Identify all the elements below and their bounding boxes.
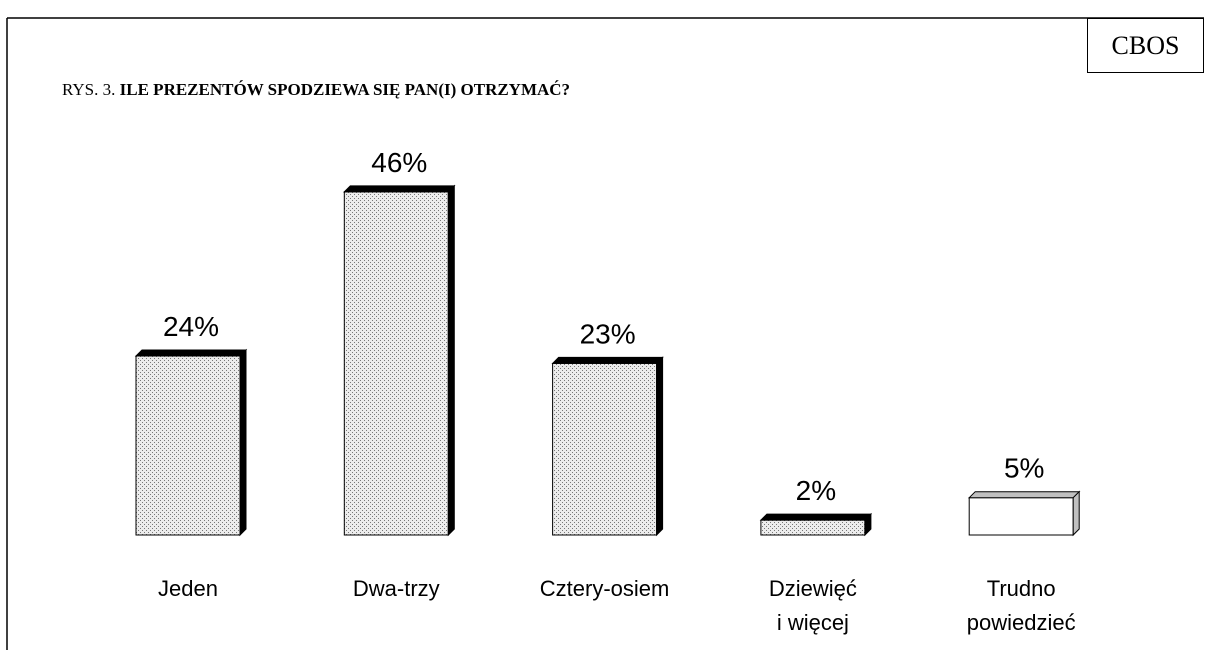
- category-label: Cztery-osiem: [539, 576, 670, 601]
- bar: [552, 362, 658, 536]
- value-label: 24%: [163, 311, 219, 342]
- value-label: 5%: [1004, 453, 1044, 484]
- bar-side: [1072, 490, 1080, 537]
- bar-top: [967, 491, 1081, 499]
- bar-side: [239, 348, 247, 537]
- bar-side: [656, 356, 664, 537]
- bar: [968, 497, 1074, 536]
- bar-top: [343, 185, 456, 193]
- bar-side: [447, 184, 455, 537]
- bar-side: [864, 512, 872, 537]
- bar-top: [551, 356, 664, 364]
- bar: [135, 355, 241, 536]
- chart-heading: RYS. 3. ILE PREZENTÓW SPODZIEWA SIĘ PAN(…: [62, 80, 570, 100]
- bar-top: [759, 513, 873, 521]
- bar: [343, 191, 449, 536]
- category-label: Jeden: [158, 576, 218, 601]
- bar-top: [134, 349, 248, 357]
- value-label: 23%: [580, 318, 636, 349]
- category-label: Trudno powiedzieć: [966, 576, 1076, 635]
- source-box: CBOS: [1087, 18, 1204, 73]
- chart-title: ILE PREZENTÓW SPODZIEWA SIĘ PAN(I) OTRZY…: [119, 80, 571, 99]
- value-label: 46%: [371, 147, 427, 178]
- category-label: Dziewięć i więcej: [768, 576, 857, 635]
- category-label: Dwa-trzy: [352, 576, 440, 601]
- figure-label: RYS. 3.: [62, 80, 116, 99]
- bar: [760, 519, 866, 536]
- value-label: 2%: [796, 475, 836, 506]
